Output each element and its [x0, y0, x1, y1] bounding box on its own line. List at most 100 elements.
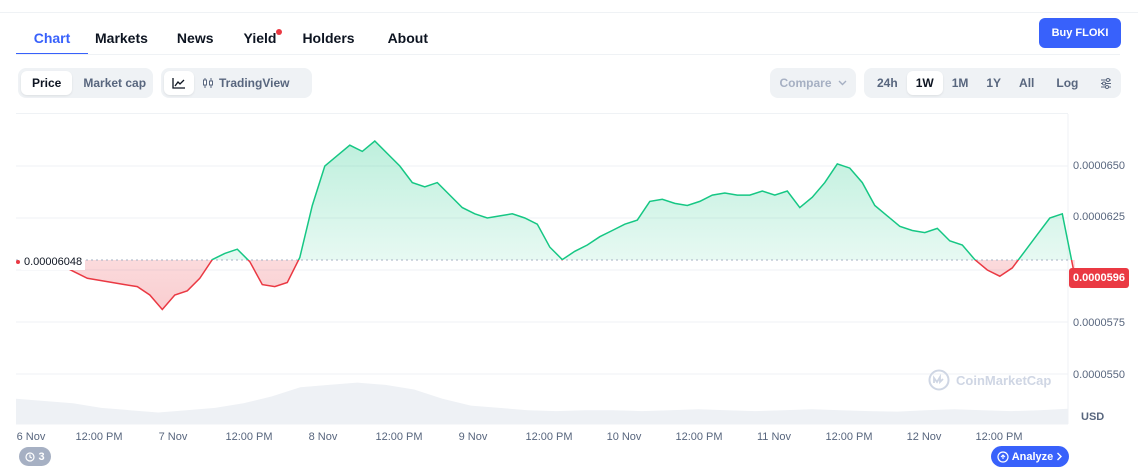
price-point	[561, 258, 563, 260]
chevron-down-icon	[838, 80, 846, 86]
price-point	[661, 198, 663, 200]
price-point	[361, 150, 363, 152]
price-point	[411, 181, 413, 183]
range-1m[interactable]: 1M	[951, 76, 969, 90]
price-point	[586, 244, 588, 246]
range-1y[interactable]: 1Y	[986, 76, 1002, 90]
range-1w[interactable]: 1W	[906, 71, 943, 95]
tradingview-button[interactable]: TradingView	[194, 71, 297, 95]
price-point	[936, 227, 938, 229]
price-point	[261, 283, 263, 285]
volume-band	[16, 382, 1068, 424]
price-point	[136, 285, 138, 287]
price-point	[374, 140, 376, 142]
price-point	[999, 275, 1001, 277]
price-point	[399, 165, 401, 167]
watermark-label: CoinMarketCap	[956, 372, 1052, 388]
price-point	[186, 290, 188, 292]
price-point	[1011, 267, 1013, 269]
reference-price-label: 0.00006048	[21, 256, 86, 270]
analyze-button[interactable]: Analyze	[991, 446, 1069, 467]
price-point	[636, 219, 638, 221]
currency-label: USD	[1081, 411, 1105, 423]
tab-yield[interactable]: Yield	[243, 22, 283, 54]
range-24h[interactable]: 24h	[877, 76, 898, 90]
price-point	[961, 244, 963, 246]
price-point	[1036, 233, 1038, 235]
price-point	[711, 194, 713, 196]
tab-holders[interactable]: Holders	[302, 30, 355, 46]
price-point	[386, 152, 388, 154]
tradingview-label: TradingView	[219, 76, 290, 90]
price-point	[274, 285, 276, 287]
price-point	[486, 217, 488, 219]
market-cap-toggle[interactable]: Market cap	[83, 76, 147, 90]
price-point	[624, 223, 626, 225]
line-chart-button[interactable]	[164, 71, 194, 95]
range-all[interactable]: All	[1019, 76, 1035, 90]
price-point	[599, 236, 601, 238]
tab-news[interactable]: News	[176, 30, 214, 46]
buy-floki-button[interactable]: Buy FLOKI	[1039, 18, 1121, 48]
price-point	[311, 204, 313, 206]
price-point	[286, 281, 288, 283]
price-point	[424, 186, 426, 188]
history-button[interactable]: 3	[19, 447, 51, 466]
price-point	[1024, 250, 1026, 252]
price-point	[436, 181, 438, 183]
y-tick-label: 0.0000625	[1073, 211, 1125, 223]
price-point	[924, 231, 926, 233]
price-point	[849, 167, 851, 169]
line-chart-icon	[172, 78, 185, 89]
reference-marker	[16, 260, 20, 264]
price-point	[649, 200, 651, 202]
chevron-right-icon	[1057, 452, 1063, 461]
price-point	[749, 194, 751, 196]
price-point	[174, 294, 176, 296]
price-point	[1061, 213, 1063, 215]
plot-top-border	[16, 113, 1068, 114]
price-point	[511, 213, 513, 215]
area-fill-up	[31, 141, 1075, 260]
price-point	[461, 206, 463, 208]
price-point	[124, 283, 126, 285]
price-point	[86, 277, 88, 279]
range-toggle: 24h 1W 1M 1Y All Log	[864, 68, 1121, 98]
price-point	[861, 181, 863, 183]
price-point	[761, 190, 763, 192]
tabs-divider	[16, 54, 1120, 55]
tab-yield-label: Yield	[243, 30, 277, 46]
volume-area	[16, 382, 1068, 424]
price-point	[724, 192, 726, 194]
price-point	[1049, 217, 1051, 219]
price-point	[699, 200, 701, 202]
price-point	[536, 223, 538, 225]
price-point	[811, 196, 813, 198]
price-point	[499, 215, 501, 217]
log-scale-toggle[interactable]: Log	[1056, 76, 1079, 90]
coinmarketcap-logo-icon	[928, 369, 950, 391]
chart-settings-button[interactable]	[1091, 71, 1121, 95]
price-toggle[interactable]: Price	[21, 71, 73, 95]
x-tick-label: 12:00 PM	[225, 431, 273, 443]
price-point	[249, 261, 251, 263]
price-line-down	[30, 260, 1076, 311]
y-tick-label: 0.0000550	[1073, 369, 1125, 381]
tab-about[interactable]: About	[387, 30, 428, 46]
price-point	[974, 258, 976, 260]
price-point	[99, 279, 101, 281]
price-point	[549, 246, 551, 248]
price-point	[949, 240, 951, 242]
price-point	[161, 308, 163, 310]
compare-dropdown[interactable]: Compare	[770, 68, 856, 98]
tab-markets[interactable]: Markets	[95, 30, 148, 46]
price-point	[874, 204, 876, 206]
metric-toggle: Price Market cap	[18, 68, 153, 98]
price-point	[299, 256, 301, 258]
price-point	[736, 194, 738, 196]
x-tick-label: 12:00 PM	[75, 431, 123, 443]
x-tick-label: 6 Nov	[16, 431, 46, 443]
compare-label: Compare	[779, 76, 832, 90]
y-tick-label: 0.0000575	[1073, 317, 1125, 329]
